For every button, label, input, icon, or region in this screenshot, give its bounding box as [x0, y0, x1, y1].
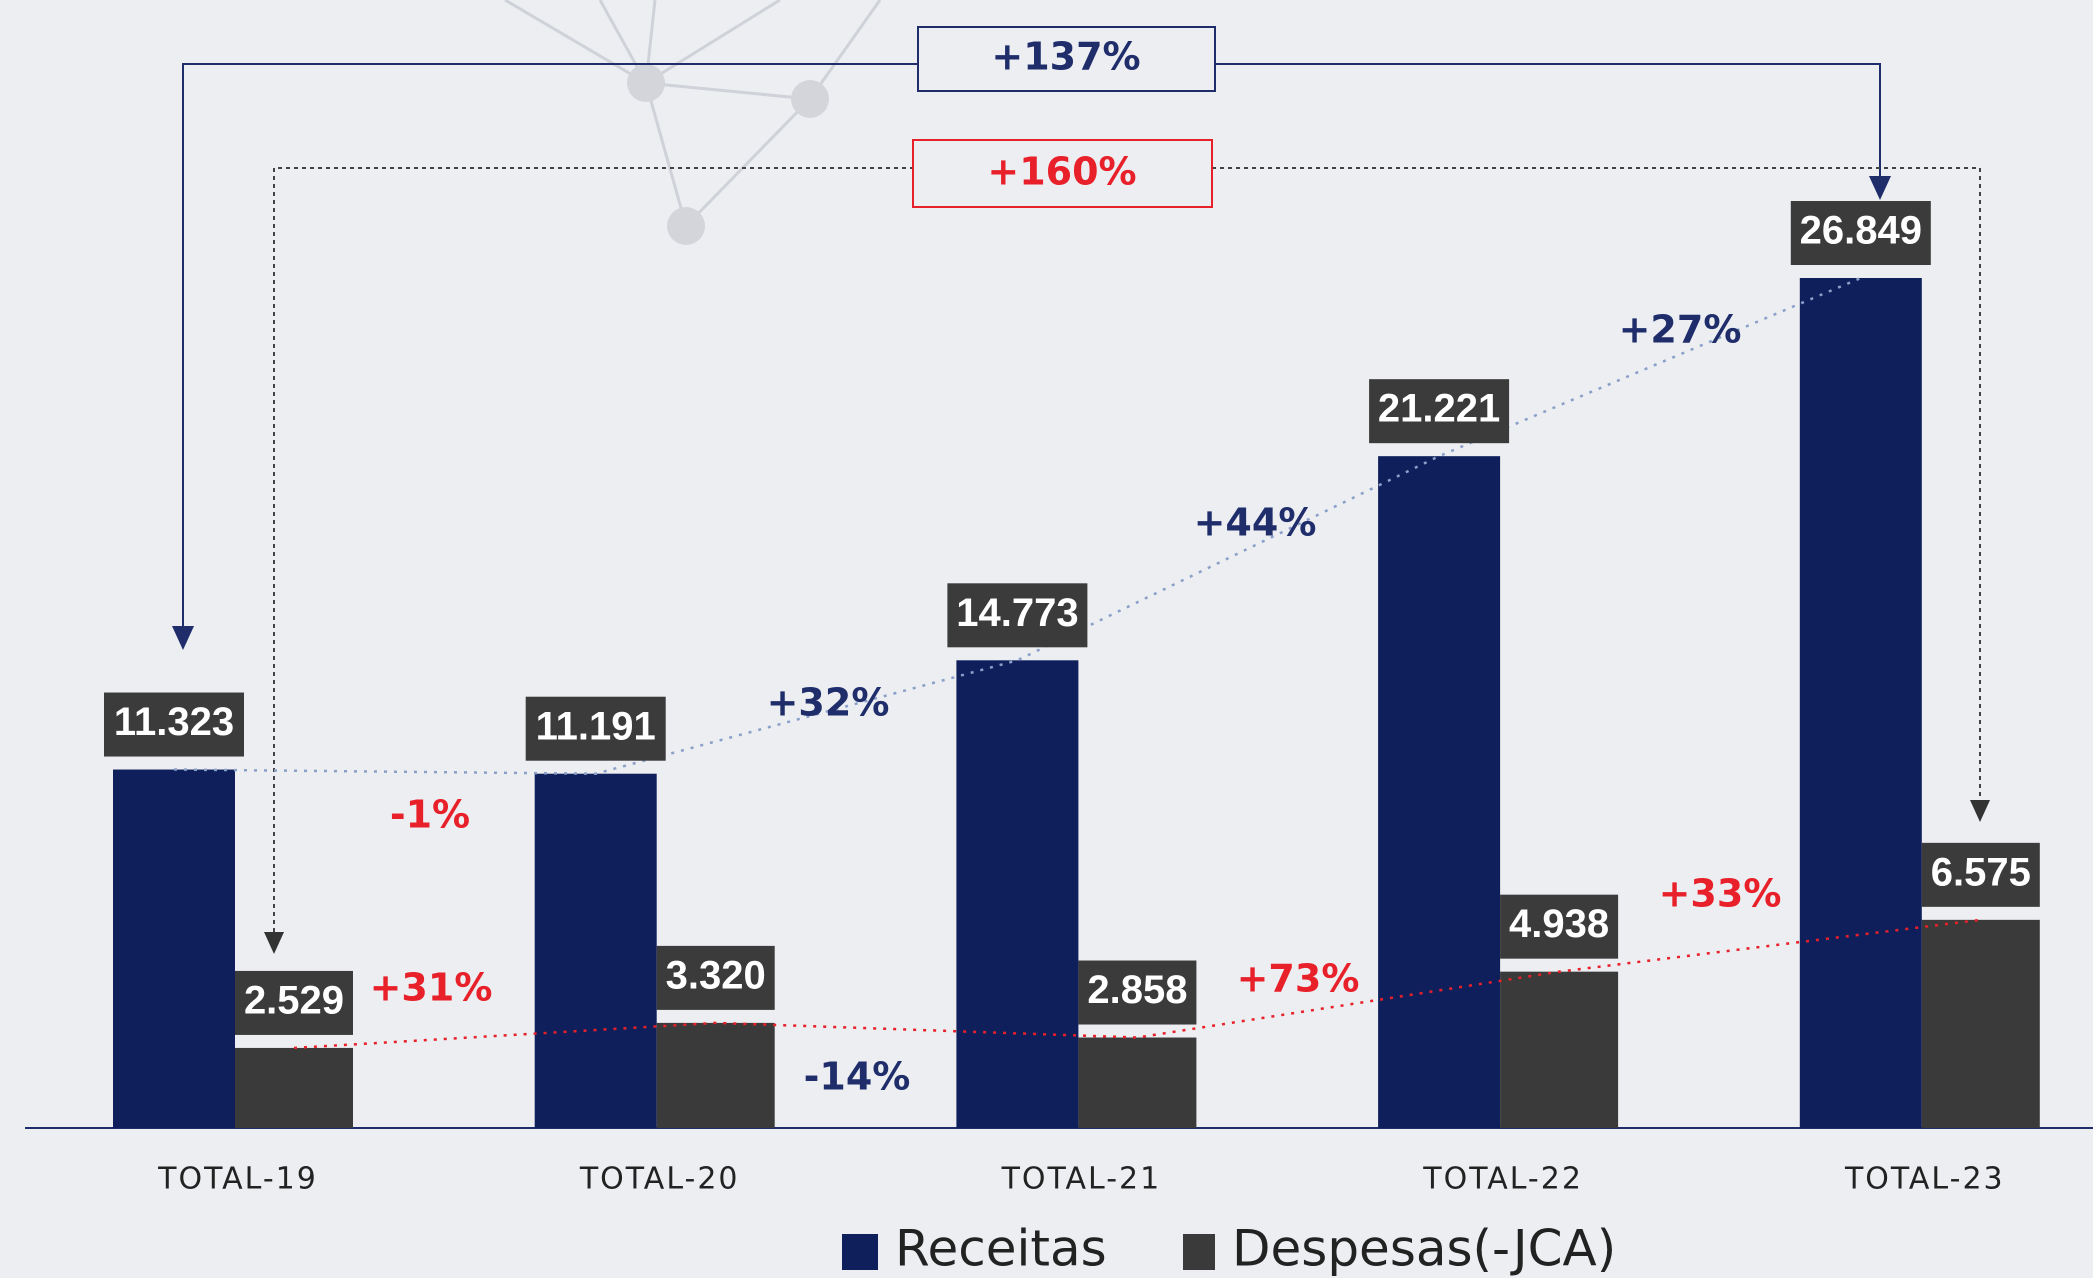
- growth-annotation: +73%: [1237, 957, 1360, 1001]
- bar: [235, 1048, 353, 1128]
- value-label: 26.849: [1800, 209, 1922, 253]
- value-label: 11.191: [536, 704, 656, 748]
- growth-annotation: -14%: [804, 1055, 911, 1099]
- value-label: 14.773: [956, 591, 1078, 635]
- legend-swatch: [1183, 1234, 1215, 1270]
- bar: [956, 660, 1078, 1128]
- value-label: 4.938: [1509, 902, 1609, 946]
- value-label: 11.323: [114, 700, 234, 744]
- bar: [1922, 920, 2040, 1128]
- growth-annotation: +33%: [1659, 872, 1782, 916]
- chart: Receitas Despesas(-JCA) 11.323 11.191 14.7…: [0, 0, 2093, 1278]
- growth-annotation: +31%: [370, 966, 493, 1010]
- bar: [1500, 972, 1618, 1128]
- x-tick-label: TOTAL-22: [1422, 1162, 1583, 1197]
- growth-annotation: +44%: [1194, 501, 1317, 545]
- x-tick-label: TOTAL-19: [157, 1162, 318, 1197]
- value-label: 6.575: [1931, 850, 2031, 894]
- value-label: 21.221: [1378, 387, 1500, 431]
- growth-annotation: -1%: [390, 793, 470, 837]
- bar: [113, 770, 235, 1128]
- x-tick-label: TOTAL-21: [1001, 1162, 1162, 1197]
- bar: [657, 1023, 775, 1128]
- growth-annotation: +27%: [1619, 308, 1742, 352]
- value-label: 2.858: [1087, 968, 1187, 1012]
- bar: [1078, 1038, 1196, 1128]
- value-label: 2.529: [244, 978, 344, 1022]
- legend-label: Despesas(-JCA): [1232, 1220, 1616, 1278]
- legend: Receitas Despesas(-JCA): [842, 1220, 1616, 1278]
- arrowheads: [172, 176, 1990, 954]
- bar: [1378, 456, 1500, 1128]
- value-label: 3.320: [666, 953, 766, 997]
- growth-annotation: +160%: [987, 150, 1136, 194]
- bracket-160: [274, 140, 1980, 940]
- bar: [535, 774, 657, 1128]
- bar: [1800, 278, 1922, 1128]
- growth-annotation: +32%: [767, 681, 890, 725]
- legend-swatch: [842, 1234, 878, 1270]
- network-decoration: [505, 0, 880, 245]
- growth-annotation: +137%: [991, 35, 1140, 79]
- x-tick-label: TOTAL-20: [579, 1162, 740, 1197]
- x-tick-label: TOTAL-23: [1844, 1162, 2005, 1197]
- legend-label: Receitas: [895, 1220, 1107, 1278]
